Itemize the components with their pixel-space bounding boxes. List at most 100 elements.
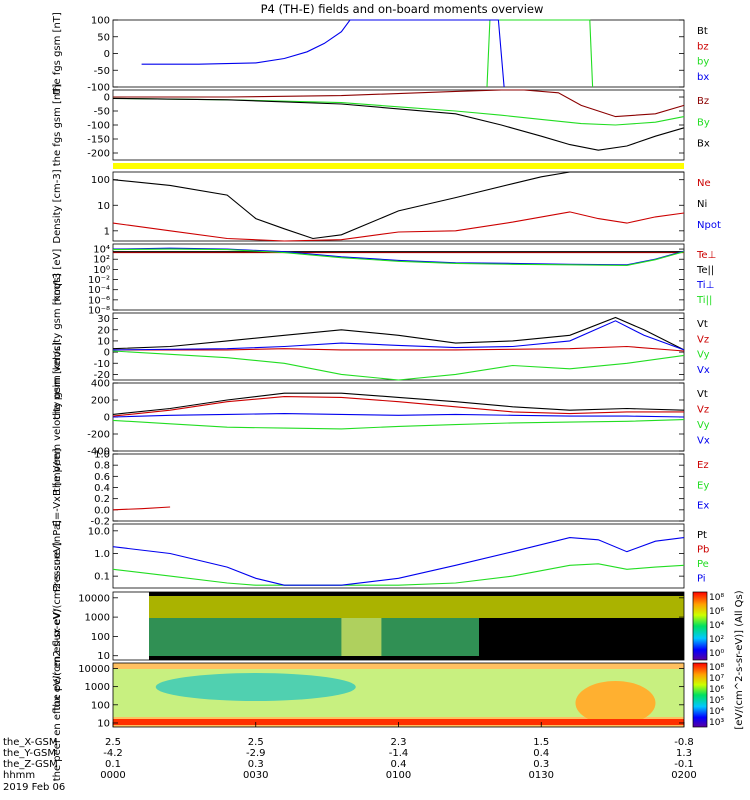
y-tick-label: 1000 [85,682,110,693]
y-axis-label: E=-VxB [mV/m] [52,448,63,526]
y-axis-label: the fgs gsm [nT] [52,12,63,95]
x-tick-label: 2.5 [105,737,121,748]
time-axis-row-label: the_Z-GSM [3,759,58,770]
y-tick-label: -200 [87,430,110,441]
legend-entry: Bz [697,96,709,107]
legend-entry: Bt [697,26,708,37]
legend-entry: Vz [697,405,709,416]
y-tick-label: -400 [87,447,110,458]
y-tick-label: -150 [87,135,110,146]
x-tick-label: 0.3 [533,759,549,770]
y-tick-label: 200 [91,396,110,407]
series-line-Ti⊥ [112,247,685,266]
y-tick-label: -20 [94,370,110,381]
colorbar-title: [eV/(cm^2-s-sr-eV)] (All Qs) [734,590,745,729]
heatmap-spike [341,618,382,656]
y-tick-label: 10⁻² [88,275,110,286]
y-axis-label: the fgs gsm [nT] [52,84,63,167]
x-tick-label: 2.3 [391,737,407,748]
x-tick-label: 0.1 [105,759,121,770]
legend-entry: Vx [697,436,710,447]
time-axis-row-label: the_X-GSM [3,737,57,748]
colorbar-tick-label: 10⁵ [709,696,724,706]
legend-entry: Ex [697,501,709,512]
series-line-Ti|| [112,248,685,266]
series-line-bx [141,19,505,88]
series-line-Vz [112,396,684,417]
y-tick-label: 20 [97,325,110,336]
legend-entry: Vz [697,334,709,345]
series-line-by [486,19,594,88]
heatmap-band-high [149,596,684,618]
y-tick-label: 0 [104,348,110,359]
series-line-Ez [112,506,171,511]
panel-fgs_gsm: 100 50 0 -50 -100 the fgs gsm [nT] Bt bz by bx [52,12,709,95]
y-tick-label: 10000 [78,664,110,675]
x-tick-label: -4.2 [103,748,123,759]
y-tick-label: 0.2 [94,494,110,505]
y-axis-label: the peer en eflux eV/(cm2-s-sr-eV) [52,609,63,782]
panel-frame [112,19,685,88]
series-line-Pe [112,563,685,586]
y-tick-label: 0.4 [94,483,110,494]
legend-entry: Bx [697,139,710,150]
status-bar [113,163,684,169]
panel-frame [112,312,685,381]
panel-frame [112,523,685,589]
y-tick-label: -50 [94,66,110,77]
y-tick-label: 10⁻⁴ [88,285,110,296]
y-axis-label: the peem velocity gsm [km/s] [52,342,63,492]
legend-entry: Pi [697,574,706,585]
y-tick-label: 0 [104,49,110,60]
series-line-Pi [112,537,685,586]
y-axis-label: the peir en eflux eV/(cm2-s-sr-eV) [52,541,63,710]
time-axis-row-label: 2019 Feb 06 [3,782,65,793]
legend-entry: bx [697,72,709,83]
y-tick-label: 10⁻⁸ [88,306,110,317]
x-tick-label: 0100 [386,770,411,781]
page-title: P4 (TH-E) fields and on-board moments ov… [261,2,544,16]
y-tick-label: -200 [87,149,110,160]
y-axis-label: Pressure [nPa] [52,520,63,592]
y-tick-label: 30 [97,314,110,325]
legend-entry: Ti⊥ [696,280,714,291]
colorbar-tick-label: 10² [709,635,724,645]
x-tick-label: 0030 [243,770,268,781]
y-tick-label: 10² [93,255,110,266]
colorbar-tick-label: 10⁶ [709,607,724,617]
y-tick-label: 10000 [78,593,110,604]
colorbar-tick-label: 10⁸ [709,593,724,603]
x-tick-label: 0000 [100,770,125,781]
colorbar-tick-label: 10⁸ [709,663,724,673]
colorbar-tick-label: 10³ [709,718,724,728]
panel-peir_en_eflux: 10000 1000 100 10 the peir en eflux eV/(cm2-… [52,541,685,711]
panel-frame [112,382,685,452]
legend-entry: Vt [697,389,708,400]
legend-entry: Npot [697,220,721,231]
panel-frame [112,89,685,161]
y-tick-label: 0.8 [94,461,110,472]
y-tick-label: 100 [91,632,110,643]
x-tick-label: 0200 [671,770,696,781]
panel-frame [112,453,685,522]
x-tick-label: 1.3 [676,748,692,759]
panel-density: 100 10 1 Density [cm-3] Ne Ni Npot [52,169,721,243]
y-tick-label: 1.0 [94,450,110,461]
y-axis-label: the peim velocity gsm [km/s] [52,273,63,420]
legend-entry: bz [697,41,709,52]
heatmap-gap [113,592,149,660]
x-tick-label: -2.9 [246,748,266,759]
legend-entry: Ni [697,199,707,210]
legend-entry: Vx [697,365,710,376]
y-tick-label: 10 [97,651,110,662]
colorbar-tick-label: 10⁰ [709,649,724,659]
y-tick-label: -0.2 [90,517,110,528]
y-tick-label: 10.0 [88,526,110,537]
series-line-Ni [112,171,684,240]
y-tick-label: -10 [94,359,110,370]
